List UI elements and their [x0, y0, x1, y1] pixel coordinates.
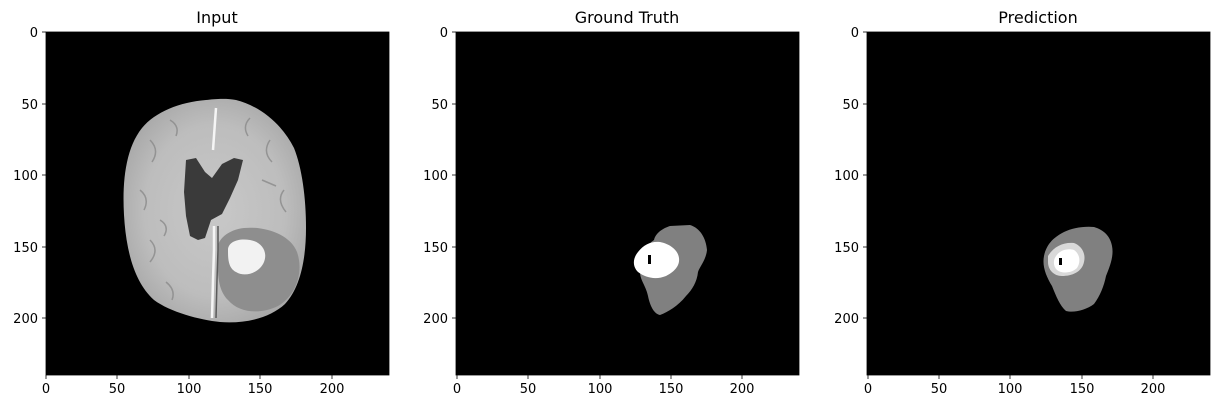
mask-region-inner	[633, 241, 680, 279]
y-tick-label: 200	[834, 312, 859, 327]
tumor-core	[228, 239, 266, 275]
x-tick-label: 0	[453, 382, 461, 397]
y-tick-label: 100	[13, 169, 38, 184]
ventricles	[184, 158, 243, 240]
mask-region-inner	[1053, 249, 1080, 273]
mask-speckle	[1059, 258, 1062, 265]
brain-slice-image	[123, 98, 306, 323]
y-tick-label: 100	[423, 169, 448, 184]
y-tick-label: 150	[834, 241, 859, 256]
midline-shadow	[215, 226, 219, 319]
panel-title: Prediction	[998, 8, 1077, 27]
x-tick-label: 100	[588, 382, 613, 397]
mask-speckle	[648, 255, 651, 264]
y-ticks	[42, 31, 46, 319]
y-tick-label: 150	[13, 241, 38, 256]
y-tick-label: 0	[30, 26, 38, 41]
image-area	[456, 32, 799, 375]
midline	[210, 107, 218, 319]
y-tick-label: 50	[842, 98, 859, 113]
x-ticks	[867, 375, 1154, 379]
panel-input: Input	[13, 8, 390, 397]
x-tick-label: 0	[42, 382, 50, 397]
y-tick-label: 0	[851, 26, 859, 41]
axes: 0 50 100 150 200 0 50 100 150 200	[423, 26, 800, 397]
x-tick-label: 100	[998, 382, 1023, 397]
panel-title: Ground Truth	[575, 8, 680, 27]
sulci-texture	[139, 117, 287, 301]
image-area	[867, 32, 1210, 375]
y-tick-label: 100	[834, 169, 859, 184]
y-tick-label: 200	[13, 312, 38, 327]
x-tick-label: 50	[520, 382, 537, 397]
x-tick-label: 200	[1141, 382, 1166, 397]
y-tick-label: 50	[431, 98, 448, 113]
y-tick-label: 0	[440, 26, 448, 41]
y-tick-label: 200	[423, 312, 448, 327]
panel-prediction: Prediction 0 50 100 1	[834, 8, 1211, 397]
y-ticks	[452, 31, 456, 319]
x-tick-label: 150	[1070, 382, 1095, 397]
x-tick-label: 0	[864, 382, 872, 397]
y-tick-label: 150	[423, 241, 448, 256]
y-ticks	[863, 31, 867, 319]
y-tick-label: 50	[21, 98, 38, 113]
x-tick-label: 200	[730, 382, 755, 397]
panel-ground-truth: Ground Truth 0 50 100 150	[423, 8, 800, 397]
x-ticks	[456, 375, 743, 379]
x-ticks	[45, 375, 333, 379]
panel-title: Input	[196, 8, 237, 27]
x-tick-label: 150	[659, 382, 684, 397]
x-tick-label: 200	[320, 382, 345, 397]
x-tick-label: 100	[177, 382, 202, 397]
x-tick-label: 50	[931, 382, 948, 397]
x-tick-label: 150	[248, 382, 273, 397]
axes: 0 50 100 150 200 0 50 100 150 200	[13, 26, 390, 397]
x-tick-label: 50	[109, 382, 126, 397]
axes: 0 50 100 150 200 0 50 100 150 200	[834, 26, 1211, 397]
